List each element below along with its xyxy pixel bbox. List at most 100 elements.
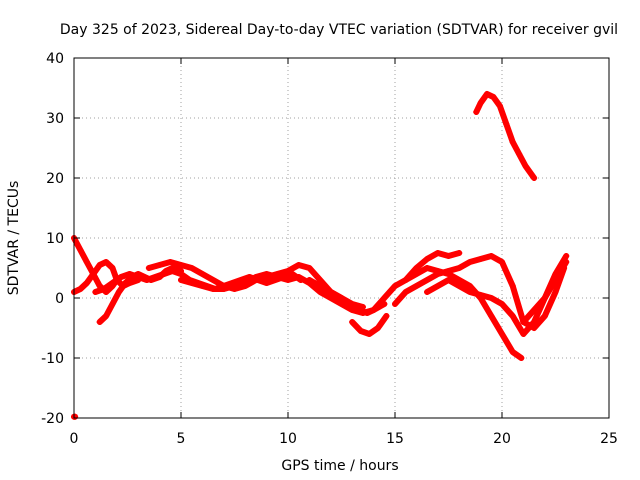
data-point <box>188 265 195 271</box>
data-point <box>445 277 452 283</box>
data-point <box>252 274 259 280</box>
data-point <box>126 271 133 277</box>
data-point <box>317 277 324 283</box>
data-point <box>496 103 503 109</box>
data-point <box>96 262 103 268</box>
data-point <box>317 283 324 289</box>
data-point <box>563 259 570 265</box>
data-point <box>499 301 505 307</box>
y-tick-label: 40 <box>46 51 64 67</box>
series-sat-j <box>402 265 525 361</box>
x-tick-label: 5 <box>177 431 186 447</box>
data-point <box>178 262 184 268</box>
data-point <box>477 292 484 298</box>
data-point <box>285 268 291 274</box>
y-tick-label: -10 <box>41 351 64 367</box>
data-point <box>83 280 90 286</box>
data-point <box>552 277 559 283</box>
data-point <box>434 283 441 289</box>
data-point <box>306 265 313 271</box>
x-tick-label: 25 <box>600 431 618 447</box>
data-point <box>327 289 334 295</box>
data-point <box>383 313 390 319</box>
data-point <box>456 265 463 271</box>
x-tick-label: 0 <box>70 431 79 447</box>
data-point <box>160 271 167 277</box>
data-point <box>488 253 495 259</box>
data-point <box>109 301 116 307</box>
data-point <box>169 268 176 274</box>
y-tick-label: -20 <box>41 411 64 427</box>
data-point <box>509 349 516 355</box>
data-point <box>456 277 463 283</box>
data-point <box>563 253 570 259</box>
data-point <box>210 286 217 292</box>
y-tick-label: 10 <box>46 231 64 247</box>
data-point <box>541 295 548 301</box>
data-point <box>499 259 505 265</box>
series-sat-m <box>473 91 538 181</box>
x-tick-label: 15 <box>386 431 404 447</box>
data-point <box>118 274 125 280</box>
series-sat-l <box>520 259 570 325</box>
data-point <box>424 277 431 283</box>
x-tick-label: 10 <box>279 431 297 447</box>
data-point <box>135 274 142 280</box>
data-point <box>424 265 431 271</box>
series-sat-g <box>306 250 463 316</box>
series-trail <box>473 91 538 181</box>
data-point <box>338 295 345 301</box>
y-axis-label: SDTVAR / TECUs <box>6 181 22 296</box>
data-point <box>103 313 110 319</box>
data-point <box>327 295 334 301</box>
data-point <box>516 151 523 157</box>
data-point <box>499 331 505 337</box>
data-point <box>349 319 356 325</box>
data-point <box>531 307 538 313</box>
x-tick-label: 20 <box>493 431 511 447</box>
data-point <box>366 331 373 337</box>
data-point <box>167 259 174 265</box>
data-point <box>413 265 420 271</box>
data-point <box>520 331 527 337</box>
data-point <box>509 139 516 145</box>
data-point <box>531 175 538 181</box>
data-point <box>188 280 195 286</box>
data-point <box>552 289 559 295</box>
data-point <box>364 310 371 316</box>
data-point <box>370 307 377 313</box>
data-point <box>477 100 484 106</box>
data-point <box>381 295 388 301</box>
data-point <box>145 265 152 271</box>
data-point <box>531 319 538 325</box>
data-point <box>109 280 116 286</box>
data-point <box>263 271 270 277</box>
data-point <box>374 325 381 331</box>
data-point <box>295 274 302 280</box>
data-point <box>541 313 548 319</box>
data-point <box>509 313 516 319</box>
data-point <box>456 250 463 256</box>
data-point <box>424 256 431 262</box>
data-point <box>306 277 313 283</box>
series-trail <box>306 250 463 316</box>
data-point <box>122 280 129 286</box>
data-point <box>445 271 452 277</box>
data-point <box>92 289 99 295</box>
data-point <box>503 121 510 127</box>
data-point <box>466 259 473 265</box>
data-point <box>96 319 103 325</box>
data-point <box>220 286 227 292</box>
x-axis-label: GPS time / hours <box>281 458 398 474</box>
series-sat-h <box>349 313 390 337</box>
data-point <box>355 307 362 313</box>
data-point <box>152 274 159 280</box>
data-point <box>90 271 97 277</box>
data-point <box>263 280 270 286</box>
data-point <box>349 304 356 310</box>
data-point <box>477 256 484 262</box>
data-point <box>285 277 291 283</box>
data-point <box>178 277 184 283</box>
data-point <box>434 250 441 256</box>
data-point <box>199 283 206 289</box>
